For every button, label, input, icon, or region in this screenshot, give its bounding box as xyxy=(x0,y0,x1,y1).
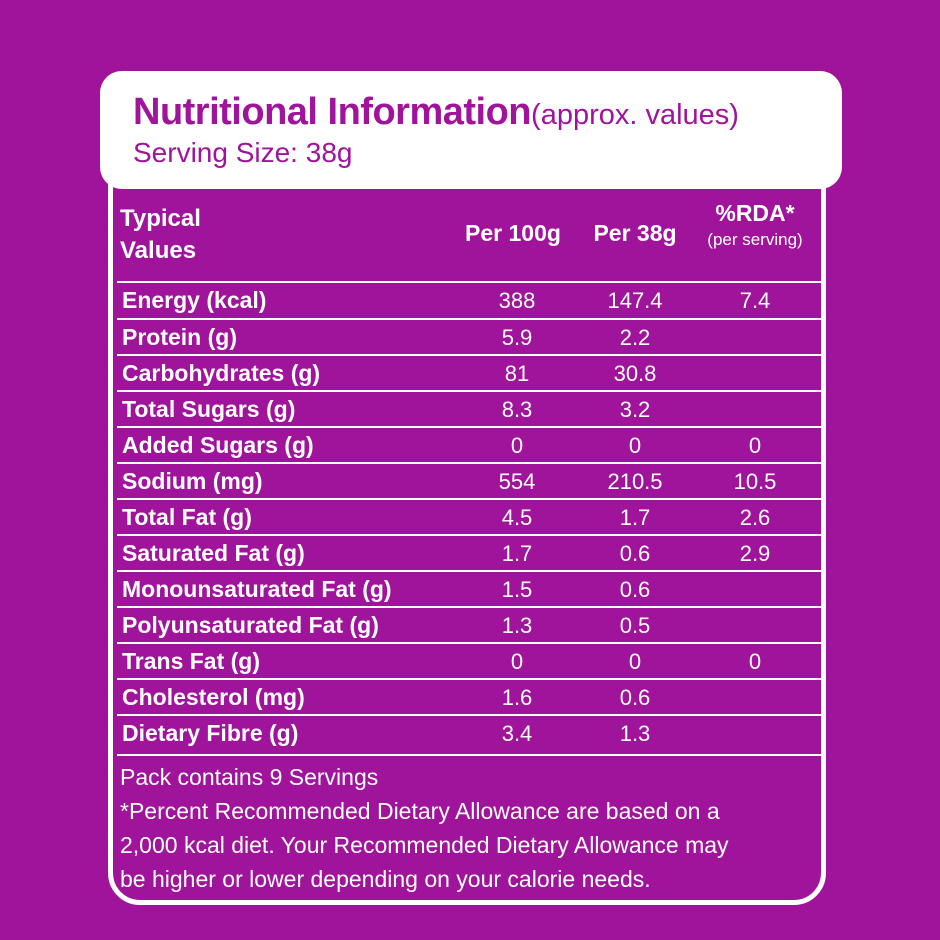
per38-value: 0 xyxy=(628,433,642,458)
row-label: Polyunsaturated Fat (g) xyxy=(122,612,379,638)
table-row: Sodium (mg) 554 210.5 10.5 xyxy=(117,464,822,500)
per38-value: 0.5 xyxy=(619,613,651,638)
table-row: Polyunsaturated Fat (g) 1.3 0.5 xyxy=(117,608,822,644)
per100-value: 1.7 xyxy=(501,541,533,566)
footnote: Pack contains 9 Servings *Percent Recomm… xyxy=(120,760,825,896)
per38-value: 1.7 xyxy=(619,505,651,530)
header-panel: Nutritional Information(approx. values) … xyxy=(100,71,842,189)
rda-subtitle: (per serving) xyxy=(707,230,803,249)
servings-note: Pack contains 9 Servings xyxy=(120,764,379,790)
table-row: Monounsaturated Fat (g) 1.5 0.6 xyxy=(117,572,822,608)
rda-note-line3: be higher or lower depending on your cal… xyxy=(120,866,651,892)
nutrition-table: Typical Values Per 100g Per 38g %RDA* (p… xyxy=(117,195,822,756)
table-row: Dietary Fibre (g) 3.4 1.3 xyxy=(117,716,822,756)
row-label: Cholesterol (mg) xyxy=(122,684,305,710)
per100-value: 1.3 xyxy=(501,613,533,638)
rda-value: 0 xyxy=(748,433,762,458)
row-label: Trans Fat (g) xyxy=(122,648,261,674)
per38-value: 147.4 xyxy=(607,288,663,313)
row-label: Total Fat (g) xyxy=(122,504,252,530)
serving-size: Serving Size: 38g xyxy=(133,137,353,168)
rda-note-line1: *Percent Recommended Dietary Allowance a… xyxy=(120,798,720,824)
rda-value: 2.9 xyxy=(739,541,771,566)
per38-value: 1.3 xyxy=(619,721,651,746)
row-label: Sodium (mg) xyxy=(122,468,263,494)
table-row: Saturated Fat (g) 1.7 0.6 2.9 xyxy=(117,536,822,572)
typical-line1: Typical xyxy=(120,205,201,232)
page-title: Nutritional Information xyxy=(133,91,532,133)
row-label: Energy (kcal) xyxy=(122,287,267,313)
typical-values-header: Typical Values xyxy=(120,203,201,267)
per38-value: 0.6 xyxy=(619,577,651,602)
table-row: Total Fat (g) 4.5 1.7 2.6 xyxy=(117,500,822,536)
row-label: Protein (g) xyxy=(122,324,237,350)
row-label: Dietary Fibre (g) xyxy=(122,720,299,746)
per100-value: 8.3 xyxy=(501,397,533,422)
table-row: Added Sugars (g) 0 0 0 xyxy=(117,428,822,464)
row-label: Added Sugars (g) xyxy=(122,432,314,458)
rda-value: 7.4 xyxy=(739,288,771,313)
per100-value: 3.4 xyxy=(501,721,533,746)
per38-value: 0.6 xyxy=(619,541,651,566)
row-label: Total Sugars (g) xyxy=(122,396,296,422)
per100-value: 0 xyxy=(510,649,524,674)
rda-value: 0 xyxy=(748,649,762,674)
row-label: Carbohydrates (g) xyxy=(122,360,321,386)
per100-value: 4.5 xyxy=(501,505,533,530)
per38-value: 2.2 xyxy=(619,325,651,350)
table-header: Typical Values Per 100g Per 38g %RDA* (p… xyxy=(117,195,822,283)
title-suffix: (approx. values) xyxy=(531,99,739,131)
table-row: Total Sugars (g) 8.3 3.2 xyxy=(117,392,822,428)
per100-header: Per 100g xyxy=(465,220,561,246)
table-row: Energy (kcal) 388 147.4 7.4 xyxy=(117,283,822,320)
per100-value: 81 xyxy=(504,361,530,386)
per100-value: 388 xyxy=(498,288,536,313)
per38-header: Per 38g xyxy=(593,220,677,246)
per38-value: 210.5 xyxy=(607,469,663,494)
title-line: Nutritional Information(approx. values) xyxy=(133,91,739,134)
table-body: Energy (kcal) 388 147.4 7.4 Protein (g) 5.9 2.… xyxy=(117,283,822,756)
rda-value: 10.5 xyxy=(733,469,777,494)
rda-note-line2: 2,000 kcal diet. Your Recommended Dietar… xyxy=(120,832,729,858)
per38-value: 3.2 xyxy=(619,397,651,422)
per100-value: 0 xyxy=(510,433,524,458)
table-row: Cholesterol (mg) 1.6 0.6 xyxy=(117,680,822,716)
per38-value: 30.8 xyxy=(613,361,657,386)
per100-value: 554 xyxy=(498,469,536,494)
per100-value: 1.6 xyxy=(501,685,533,710)
per38-value: 0.6 xyxy=(619,685,651,710)
table-row: Trans Fat (g) 0 0 0 xyxy=(117,644,822,680)
rda-value: 2.6 xyxy=(739,505,771,530)
table-row: Protein (g) 5.9 2.2 xyxy=(117,320,822,356)
rda-title: %RDA* xyxy=(715,200,795,226)
per38-value: 0 xyxy=(628,649,642,674)
rda-header: %RDA* (per serving) xyxy=(687,200,823,250)
row-label: Saturated Fat (g) xyxy=(122,540,305,566)
typical-line2: Values xyxy=(120,237,197,264)
table-row: Carbohydrates (g) 81 30.8 xyxy=(117,356,822,392)
per100-value: 1.5 xyxy=(501,577,533,602)
row-label: Monounsaturated Fat (g) xyxy=(122,576,392,602)
per100-value: 5.9 xyxy=(501,325,533,350)
